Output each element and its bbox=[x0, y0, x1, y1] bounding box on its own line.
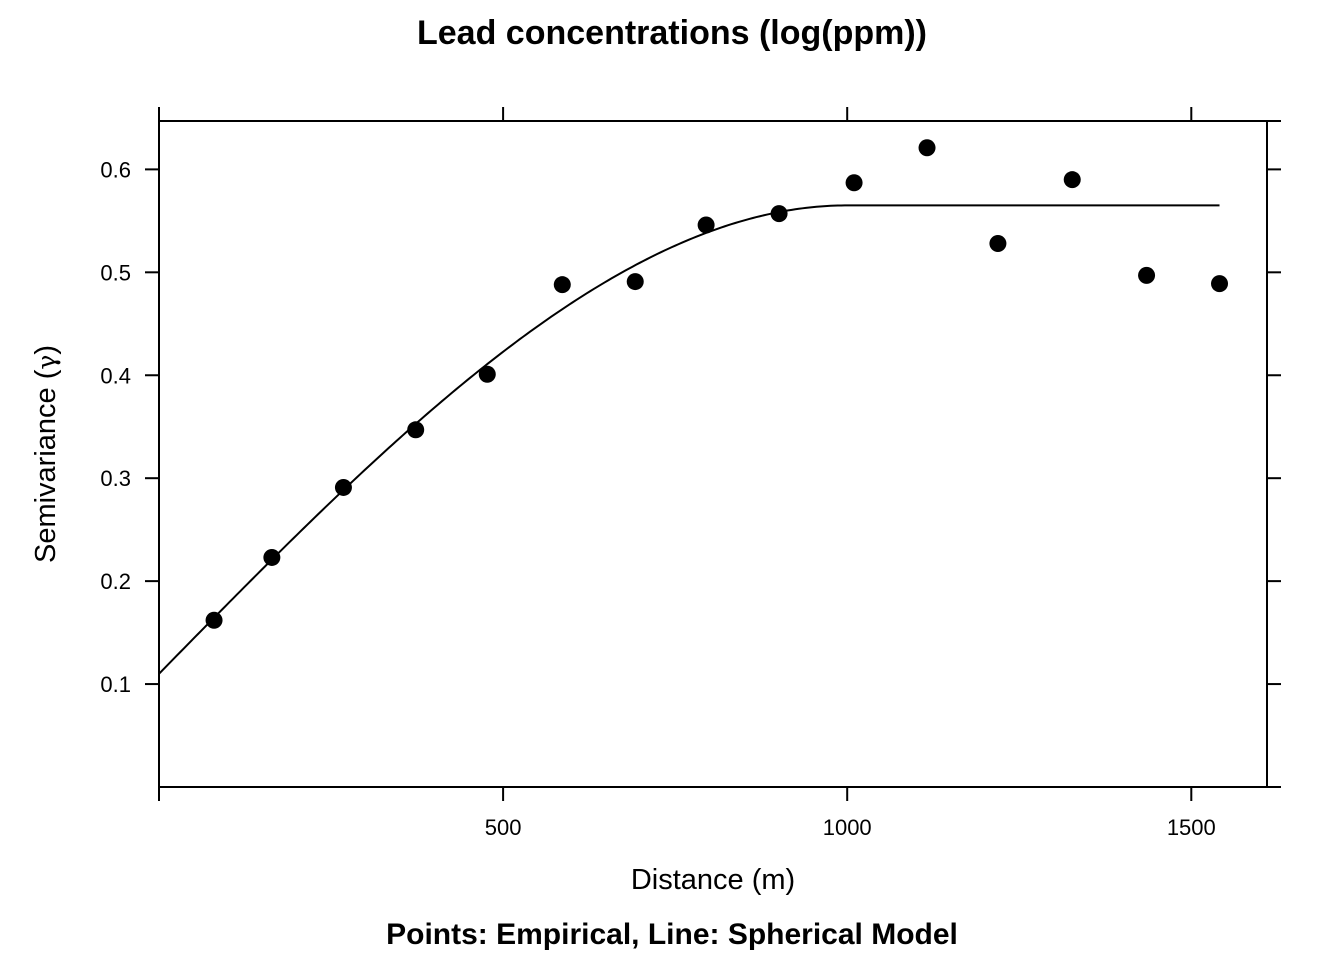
empirical-point bbox=[1063, 171, 1081, 189]
empirical-point bbox=[626, 273, 644, 291]
empirical-point bbox=[1138, 266, 1156, 284]
y-tick-label: 0.6 bbox=[100, 157, 131, 182]
y-tick-label: 0.2 bbox=[100, 569, 131, 594]
empirical-point bbox=[334, 478, 352, 496]
chart-title: Lead concentrations (log(ppm)) bbox=[417, 14, 927, 52]
x-axis-label: Distance (m) bbox=[631, 864, 795, 896]
empirical-point bbox=[263, 548, 281, 566]
empirical-point bbox=[478, 365, 496, 383]
y-tick-label: 0.3 bbox=[100, 466, 131, 491]
x-axis-ticks: 500 1000 1500 bbox=[158, 107, 1281, 840]
empirical-point bbox=[407, 421, 425, 439]
empirical-point bbox=[918, 139, 936, 157]
y-axis-label: Semivariance (γ) bbox=[30, 345, 62, 563]
spherical-model-line bbox=[158, 204, 1220, 675]
empirical-point bbox=[845, 174, 863, 192]
x-tick-label: 1500 bbox=[1167, 815, 1216, 840]
y-tick-label: 0.5 bbox=[100, 260, 131, 285]
empirical-point bbox=[697, 216, 715, 234]
empirical-points bbox=[205, 139, 1229, 629]
x-tick-label: 500 bbox=[485, 815, 522, 840]
chart-subtitle: Points: Empirical, Line: Spherical Model bbox=[386, 918, 958, 951]
empirical-point bbox=[770, 205, 788, 223]
y-tick-label: 0.4 bbox=[100, 363, 131, 388]
y-axis-ticks: 0.1 0.2 0.3 0.4 0.5 0.6 bbox=[100, 107, 1281, 801]
x-tick-label: 1000 bbox=[823, 815, 872, 840]
empirical-point bbox=[205, 611, 223, 629]
empirical-point bbox=[1211, 275, 1229, 293]
empirical-point bbox=[553, 276, 571, 294]
plot-frame bbox=[158, 120, 1268, 788]
empirical-point bbox=[989, 234, 1007, 252]
y-tick-label: 0.1 bbox=[100, 672, 131, 697]
